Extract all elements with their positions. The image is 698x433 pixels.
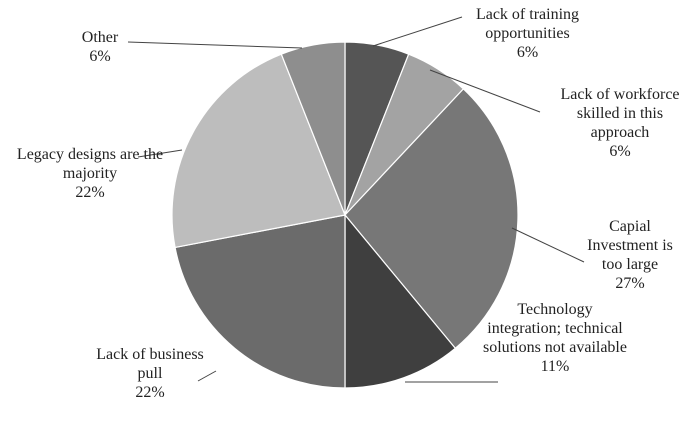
slice-value: 6% — [609, 143, 631, 160]
slice-category: Lack of workforce skilled in this approa… — [560, 86, 680, 141]
slice-category: Legacy designs are the majority — [16, 146, 164, 182]
slice-category: Capial Investment is too large — [587, 218, 673, 273]
pie-slice — [280, 41, 346, 216]
slice-value: 22% — [135, 384, 165, 401]
leader-line — [511, 227, 585, 263]
slice-category: Technology integration; technical soluti… — [483, 301, 627, 356]
slice-label: Legacy designs are the majority 22% — [5, 145, 175, 202]
slice-label: Technology integration; technical soluti… — [480, 300, 630, 376]
pie-slice — [344, 88, 519, 350]
pie-slice — [344, 213, 457, 389]
leader-line — [372, 16, 463, 47]
pie-slice — [174, 214, 346, 389]
slice-category: Other — [81, 29, 119, 46]
slice-label: Lack of workforce skilled in this approa… — [560, 85, 680, 161]
slice-label: Lack of business pull 22% — [95, 345, 205, 402]
leader-line — [197, 370, 217, 382]
leader-line — [137, 149, 183, 158]
slice-label: Capial Investment is too large 27% — [575, 217, 685, 293]
leader-line — [127, 41, 303, 49]
slice-value: 22% — [75, 184, 105, 201]
slice-label: Other 6% — [70, 28, 130, 66]
pie-slice — [171, 53, 346, 249]
slice-value: 6% — [89, 48, 111, 65]
slice-value: 6% — [516, 44, 539, 61]
slice-label: Lack of training opportunities 6% — [455, 5, 600, 62]
leader-line — [429, 69, 541, 113]
slice-category: Lack of training opportunities — [475, 6, 580, 42]
slice-value: 11% — [540, 358, 570, 375]
slice-category: Lack of business pull — [96, 346, 204, 382]
slice-value: 27% — [615, 275, 645, 292]
